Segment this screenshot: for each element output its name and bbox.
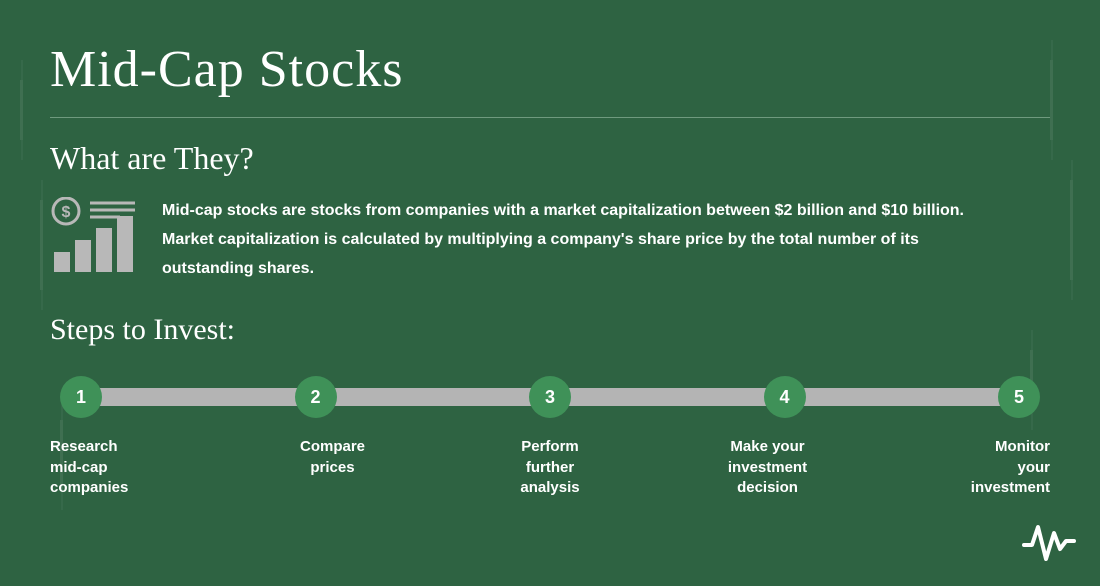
description-text: Mid-cap stocks are stocks from companies… [162, 197, 982, 283]
bar-chart-dollar-icon: $ [50, 197, 140, 272]
title-divider [50, 117, 1050, 118]
step-circle-2: 2 [295, 376, 337, 418]
step-label-2: Compareprices [258, 437, 408, 498]
step-circle-4: 4 [764, 376, 806, 418]
subtitle: What are They? [50, 140, 1050, 177]
step-label-3: Performfurtheranalysis [475, 437, 625, 498]
steps-heading: Steps to Invest: [50, 313, 1050, 347]
step-circle-5: 5 [998, 376, 1040, 418]
pulse-logo-icon [1022, 519, 1076, 568]
step-label-5: Monitoryourinvestment [910, 437, 1050, 498]
step-circle-1: 1 [60, 376, 102, 418]
steps-timeline: 1 2 3 4 5 [60, 375, 1040, 419]
step-label-1: Researchmid-capcompanies [50, 437, 190, 498]
page-title: Mid-Cap Stocks [50, 40, 1050, 99]
step-circle-3: 3 [529, 376, 571, 418]
step-label-4: Make yourinvestmentdecision [693, 437, 843, 498]
svg-text:$: $ [62, 204, 71, 221]
